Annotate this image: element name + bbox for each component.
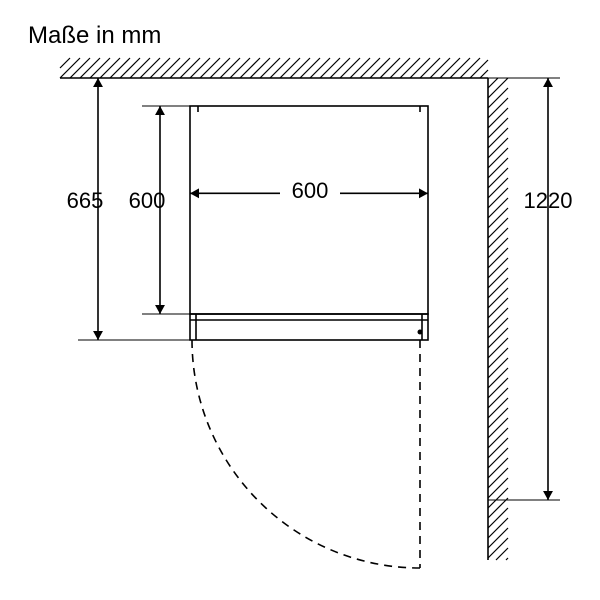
dimension-drawing — [0, 0, 600, 600]
dim-wall-clearance: 1220 — [516, 188, 580, 214]
dim-outer-height: 665 — [60, 188, 110, 214]
dim-width: 600 — [280, 178, 340, 204]
dim-inner-height: 600 — [122, 188, 172, 214]
